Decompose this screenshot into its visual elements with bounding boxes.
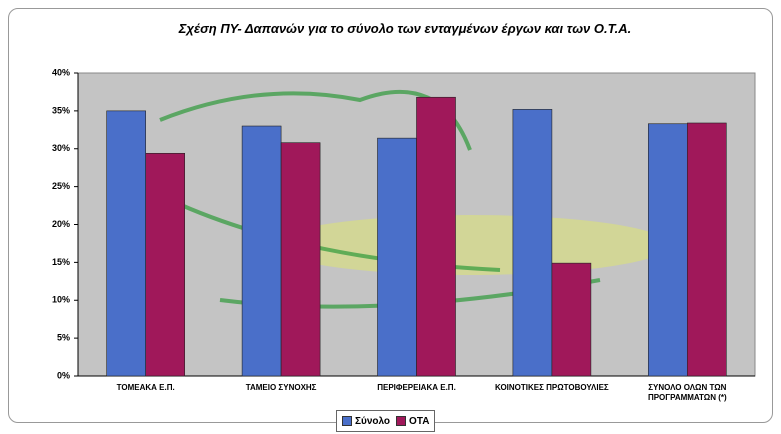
bar xyxy=(551,262,592,377)
bar xyxy=(145,152,185,377)
y-tick-label: 5% xyxy=(57,333,70,343)
bar xyxy=(377,137,417,377)
bar xyxy=(686,122,727,377)
y-tick-label: 10% xyxy=(52,295,70,305)
y-tick-label: 0% xyxy=(57,370,70,380)
x-tick-label: ΤΟΜΕΑΚΑ Ε.Π. xyxy=(116,383,175,392)
y-tick-label: 15% xyxy=(52,257,70,267)
legend-swatch xyxy=(396,416,407,426)
bar xyxy=(647,123,688,377)
bar xyxy=(106,110,146,377)
legend-item: Σύνολο xyxy=(342,416,390,427)
bar xyxy=(512,109,553,377)
background-drawing xyxy=(270,215,670,275)
x-tick-label: ΣΥΝΟΛΟ ΟΛΩΝ ΤΩΝ ΠΡΟΓΡΑΜΜΑΤΩΝ (*) xyxy=(647,383,727,402)
legend-item: ΟΤΑ xyxy=(396,416,429,427)
x-tick-label: ΤΑΜΕΙΟ ΣΥΝΟΧΗΣ xyxy=(245,383,317,392)
legend: Σύνολο ΟΤΑ xyxy=(336,410,436,432)
y-tick-label: 40% xyxy=(52,67,70,77)
y-tick-label: 35% xyxy=(52,105,70,115)
bar xyxy=(280,142,321,377)
chart-title: Σχέση ΠΥ- Δαπανών για το σύνολο των εντα… xyxy=(178,21,632,36)
legend-swatch xyxy=(342,416,352,426)
x-tick-label: ΠΕΡΙΦΕΡΕΙΑΚΑ Ε.Π. xyxy=(377,383,456,392)
bar xyxy=(416,96,456,377)
y-tick-label: 20% xyxy=(52,219,70,229)
x-tick-label: ΚΟΙΝΟΤΙΚΕΣ ΠΡΩΤΟΒΟΥΛΙΕΣ xyxy=(495,383,609,392)
bar xyxy=(241,125,282,377)
legend-label: Σύνολο xyxy=(355,415,391,427)
y-tick-label: 30% xyxy=(52,143,70,153)
legend-label: ΟΤΑ xyxy=(409,415,430,427)
y-tick-label: 25% xyxy=(52,181,70,191)
